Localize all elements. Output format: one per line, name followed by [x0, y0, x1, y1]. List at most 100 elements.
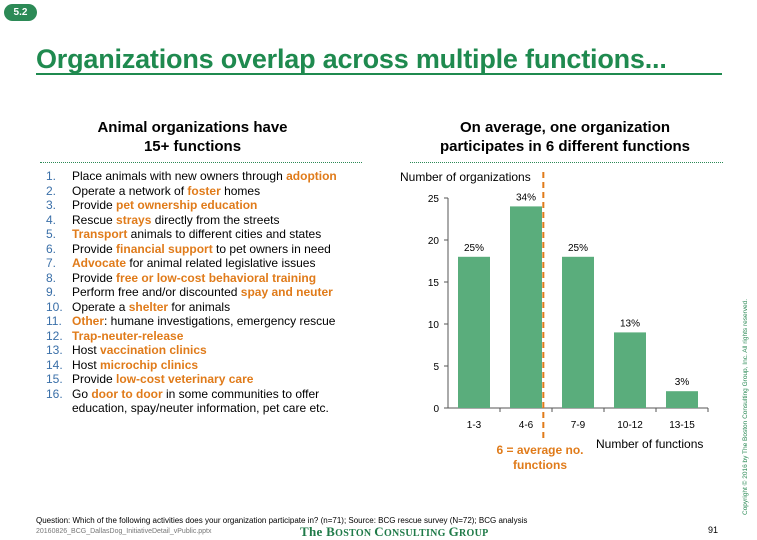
y-tick-label: 0	[433, 404, 439, 415]
function-list-item: 5. Transport animals to different cities …	[46, 227, 356, 242]
y-tick-label: 20	[428, 236, 440, 247]
section-tracker-badge: 5.2	[4, 4, 37, 21]
highlighted-function-text: strays	[116, 212, 152, 227]
highlighted-function-text: Trap-neuter-release	[72, 328, 184, 343]
list-item-number: 9.	[46, 285, 57, 299]
function-text: Provide	[72, 241, 117, 256]
function-text: : humane investigations, emergency rescu…	[104, 314, 336, 328]
logo-part: B	[326, 524, 336, 539]
highlighted-function-text: door to door	[91, 386, 163, 401]
x-tick-label: 10-12	[617, 420, 643, 431]
list-item-number: 7.	[46, 256, 57, 270]
list-item-number: 10.	[46, 299, 63, 314]
list-item-number: 1.	[46, 169, 57, 183]
left-heading-divider	[40, 162, 362, 163]
function-list-item: 4. Rescue strays directly from the street…	[46, 213, 356, 228]
x-tick-label: 13-15	[669, 420, 695, 431]
function-list-item: 12. Trap-neuter-release	[46, 329, 356, 344]
left-heading-line2: 15+ functions	[143, 138, 242, 155]
highlighted-function-text: Advocate	[72, 256, 127, 270]
function-list-item: 1. Place animals with new owners through …	[46, 169, 356, 184]
function-text: Provide	[72, 198, 117, 212]
function-text: Operate a network of	[72, 183, 188, 198]
list-item-number: 14.	[46, 357, 63, 372]
function-text: homes	[220, 183, 261, 198]
logo-part: ONSULTING	[383, 528, 449, 539]
function-list-item: 8. Provide free or low-cost behavioral tr…	[46, 271, 356, 286]
average-annotation-line1: 6 = average no.	[496, 443, 584, 457]
function-text: Provide	[72, 372, 117, 386]
y-tick-label: 5	[433, 362, 439, 373]
function-list-item: 9. Perform free and/or discounted spay an…	[46, 285, 356, 300]
right-heading-divider	[410, 162, 723, 163]
average-annotation-line2: functions	[513, 458, 567, 472]
bar	[614, 332, 646, 408]
bar	[510, 206, 542, 408]
y-tick-label: 10	[428, 320, 440, 331]
source-footnote: Question: Which of the following activit…	[36, 516, 528, 525]
list-item-number: 5.	[46, 227, 57, 241]
bar	[458, 256, 490, 408]
function-text: Rescue	[72, 212, 117, 227]
logo-part: C	[374, 524, 384, 539]
x-axis-label: Number of functions	[596, 437, 703, 451]
logo-part: G	[448, 524, 459, 539]
list-item-number: 8.	[46, 270, 57, 285]
bar-data-label: 13%	[620, 318, 640, 329]
highlighted-function-text: shelter	[128, 299, 169, 314]
x-tick-label: 1-3	[467, 420, 482, 431]
function-list-item: 6. Provide financial support to pet owner…	[46, 242, 356, 257]
copyright-notice: Copyright © 2016 by The Boston Consultin…	[742, 298, 749, 515]
list-item-number: 13.	[46, 343, 63, 357]
list-item-number: 3.	[46, 198, 57, 212]
bar	[666, 391, 698, 408]
function-list-item: 7. Advocate for animal related legislativ…	[46, 256, 356, 271]
page-title: Organizations overlap across multiple fu…	[36, 44, 667, 74]
right-heading-line2: participates in 6 different functions	[439, 138, 691, 155]
function-text: for animal related legislative issues	[126, 256, 316, 270]
bar	[562, 256, 594, 408]
function-text: in some communities to offer education, …	[72, 386, 329, 416]
left-panel-heading: Animal organizations have 15+ functions	[40, 118, 345, 156]
list-item-number: 11.	[46, 314, 62, 328]
function-text: Perform free and/or discounted	[72, 285, 241, 299]
highlighted-function-text: Transport	[72, 227, 128, 241]
list-item-number: 12.	[46, 328, 63, 343]
x-tick-label: 4-6	[519, 420, 534, 431]
page-number: 91	[708, 525, 719, 535]
list-item-number: 6.	[46, 241, 57, 256]
function-text: for animals	[168, 299, 231, 314]
highlighted-function-text: foster	[187, 183, 221, 198]
function-list-item: 10. Operate a shelter for animals	[46, 300, 356, 315]
function-text: Operate a	[72, 299, 129, 314]
function-text: directly from the streets	[151, 212, 280, 227]
list-item-number: 4.	[46, 212, 57, 227]
bar-data-label: 3%	[675, 377, 690, 388]
highlighted-function-text: Other	[72, 314, 105, 328]
y-axis-label: Number of organizations	[400, 170, 531, 184]
function-list-item: 15. Provide low-cost veterinary care	[46, 372, 356, 387]
function-list-item: 14. Host microchip clinics	[46, 358, 356, 373]
x-tick-label: 7-9	[571, 420, 586, 431]
function-text: Go	[72, 386, 92, 401]
list-item-number: 16.	[46, 386, 63, 401]
right-panel-heading: On average, one organization participate…	[410, 118, 720, 156]
highlighted-function-text: financial support	[116, 241, 213, 256]
list-item-number: 15.	[46, 372, 63, 386]
highlighted-function-text: pet ownership education	[116, 198, 258, 212]
right-heading-line1: On average, one organization	[459, 119, 671, 136]
highlighted-function-text: microchip clinics	[100, 357, 199, 372]
function-list: 1. Place animals with new owners through …	[46, 169, 356, 416]
bar-data-label: 25%	[464, 243, 484, 254]
function-list-item: 13. Host vaccination clinics	[46, 343, 356, 358]
function-list-item: 11. Other: humane investigations, emergen…	[46, 314, 356, 329]
y-tick-label: 15	[428, 278, 440, 289]
bar-data-label: 34%	[516, 192, 536, 203]
function-text: Host	[72, 357, 101, 372]
function-text: Provide	[72, 270, 117, 285]
function-text: animals to different cities and states	[127, 227, 322, 241]
bar-data-label: 25%	[568, 243, 588, 254]
list-item-number: 2.	[46, 183, 57, 198]
logo-part: The	[300, 524, 327, 539]
function-list-item: 3. Provide pet ownership education	[46, 198, 356, 213]
